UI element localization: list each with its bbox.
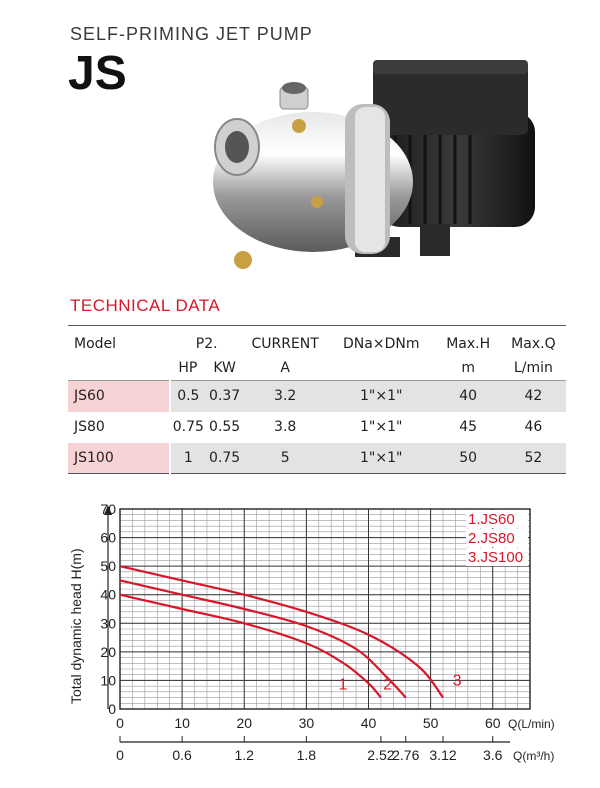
kw-cell: 0.55 — [209, 419, 241, 435]
kw-cell: 0.37 — [205, 380, 244, 412]
y-axis-arrow-head — [104, 505, 112, 515]
plot-frame — [119, 508, 531, 710]
technical-data-table: Model P2. CURRENT DNa×DNm Max.H Max.Q HP… — [68, 325, 566, 474]
header-hp: HP — [178, 360, 198, 376]
curve-label-3: 3 — [453, 673, 462, 690]
x-tick-label: 30 — [299, 715, 315, 731]
secondary-x-tick-label: 0 — [116, 747, 124, 763]
maxh-cell: 45 — [459, 419, 478, 435]
model-title: JS — [68, 47, 127, 100]
secondary-x-tick-label: 2.52 — [367, 747, 394, 763]
curve-label-2: 2 — [383, 677, 392, 694]
secondary-x-tick-label: 3.12 — [429, 747, 456, 763]
secondary-x-tick-label: 1.8 — [297, 747, 317, 763]
pump-curve-2 — [119, 579, 407, 699]
x-tick-label: 20 — [236, 715, 252, 731]
y-tick-label: 10 — [100, 672, 116, 688]
chart-legend: 1.JS60 2.JS80 3.JS100 — [466, 510, 528, 566]
header-maxq-unit: L/min — [513, 360, 553, 376]
table-row: JS80 0.75 0.55 3.8 1"×1" 45 46 — [68, 411, 566, 443]
y-axis-label: Total dynamic head H(m) — [68, 548, 84, 704]
header-p2: P2. — [195, 336, 218, 352]
x-tick-label: 50 — [423, 715, 439, 731]
model-cell: JS100 — [68, 442, 171, 474]
chart-curves: 1 2 3 — [119, 565, 462, 699]
y-tick-label: 70 — [100, 501, 116, 517]
legend-entry: 2.JS80 — [468, 530, 515, 547]
current-cell: 3.8 — [274, 419, 297, 435]
pump-curve-chart: 1 2 3 0 10 20 30 40 50 60 70 0 10 20 30 40 50 60 0 0.6 1.2 1… — [68, 501, 555, 763]
legend-entry: 3.JS100 — [468, 549, 523, 566]
technical-data-title: TECHNICAL DATA — [70, 296, 221, 315]
dn-cell: 1"×1" — [326, 442, 436, 474]
header-current-unit: A — [280, 360, 290, 376]
header-kw: KW — [213, 360, 236, 376]
secondary-x-tick-label: 3.6 — [483, 747, 503, 763]
stainless-jet-pump-photo — [213, 60, 535, 269]
x-tick-label: 10 — [174, 715, 190, 731]
maxq-cell: 46 — [524, 419, 543, 435]
x-axis-label: Q(L/min) — [508, 717, 555, 731]
secondary-x-axis-label: Q(m³/h) — [513, 749, 554, 763]
kw-cell: 0.75 — [205, 442, 244, 474]
header-dn: DNa×DNm — [343, 336, 420, 352]
hp-cell: 0.5 — [169, 380, 206, 412]
hp-cell: 0.75 — [172, 419, 204, 435]
header-current: CURRENT — [251, 336, 319, 352]
y-tick-label: 0 — [108, 701, 116, 717]
legend-bg — [466, 548, 528, 566]
x-tick-label: 60 — [485, 715, 501, 731]
current-cell: 5 — [243, 442, 327, 474]
y-tick-label: 40 — [100, 587, 116, 603]
legend-bg — [466, 529, 528, 547]
x-tick-label: 40 — [361, 715, 377, 731]
pump-curve-3 — [119, 565, 444, 699]
secondary-x-tick-label: 1.2 — [235, 747, 255, 763]
table-row: JS60 0.5 0.37 3.2 1"×1" 40 42 — [68, 380, 566, 412]
header-model: Model — [74, 336, 117, 352]
dn-cell: 1"×1" — [360, 419, 403, 435]
secondary-x-tick-label: 0.6 — [172, 747, 192, 763]
curve-label-1: 1 — [338, 677, 347, 694]
current-cell: 3.2 — [243, 380, 327, 412]
y-tick-label: 60 — [100, 530, 116, 546]
y-tick-label: 20 — [100, 644, 116, 660]
chart-labels: 0 10 20 30 40 50 60 70 0 10 20 30 40 50 60 0 0.6 1.2 1.8 2.… — [100, 501, 554, 763]
y-tick-label: 30 — [100, 615, 116, 631]
maxq-cell: 42 — [500, 380, 566, 412]
x-tick-label: 0 — [116, 715, 124, 731]
dn-cell: 1"×1" — [326, 380, 436, 412]
table-row: JS100 1 0.75 5 1"×1" 50 52 — [68, 442, 566, 474]
model-cell: JS80 — [68, 411, 171, 443]
legend-bg — [466, 510, 528, 528]
model-cell: JS60 — [68, 380, 171, 412]
maxh-cell: 50 — [435, 442, 501, 474]
header-maxh: Max.H — [446, 336, 491, 352]
legend-entry: 1.JS60 — [468, 511, 515, 528]
header-maxq: Max.Q — [511, 336, 556, 352]
maxh-cell: 40 — [435, 380, 501, 412]
pump-subtitle: SELF-PRIMING JET PUMP — [70, 24, 313, 44]
secondary-x-tick-label: 2.76 — [392, 747, 419, 763]
hp-cell: 1 — [169, 442, 206, 474]
header-maxh-unit: m — [461, 360, 475, 376]
maxq-cell: 52 — [500, 442, 566, 474]
pump-curve-1 — [119, 593, 382, 699]
y-tick-label: 50 — [100, 558, 116, 574]
